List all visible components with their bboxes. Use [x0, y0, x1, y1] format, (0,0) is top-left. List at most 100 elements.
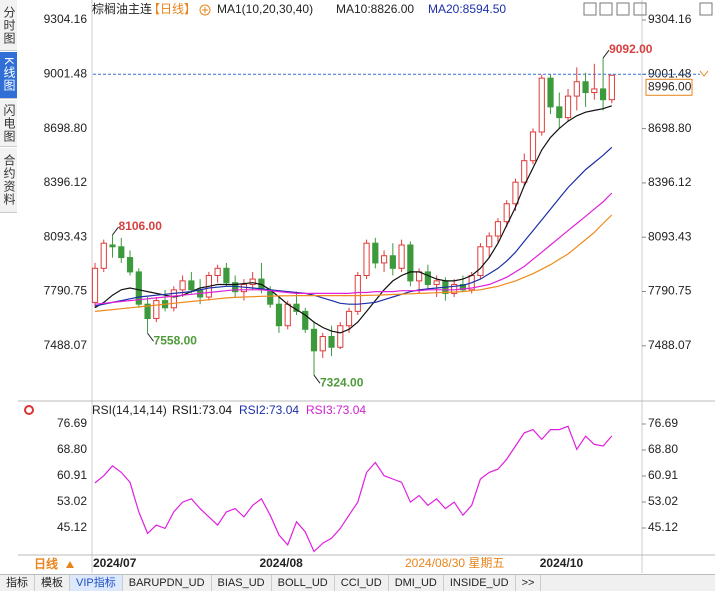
candle-body — [302, 310, 309, 330]
candle-body — [109, 244, 116, 248]
candle-body — [582, 81, 589, 94]
candle-body — [135, 271, 142, 305]
candle-body — [538, 77, 545, 133]
toolbar-icons[interactable] — [583, 2, 713, 16]
candle-body — [240, 283, 248, 293]
y-tick-label: 60.91 — [648, 468, 678, 482]
side-tab[interactable]: 分时图 — [0, 0, 17, 51]
candle-body — [591, 88, 598, 94]
tab[interactable]: DMI_UD — [389, 575, 444, 591]
line — [94, 214, 613, 312]
candle-body — [512, 181, 519, 205]
y-tick-label: 8093.43 — [648, 229, 692, 243]
candle-body — [486, 235, 493, 248]
candle-body — [608, 74, 615, 101]
y-tick-label: 9001.48 — [648, 66, 692, 80]
y-tick-label: 9001.48 — [44, 66, 88, 80]
candle-body — [153, 300, 160, 320]
side-tab[interactable]: K线图 — [0, 52, 17, 99]
tab-bar: 指标 模板 VIP指标 BARUPDN_UD BIAS_UD BOLL_UD C… — [0, 574, 715, 591]
candle-body — [310, 328, 318, 352]
background — [18, 0, 715, 574]
indicator-title: RSI(14,14,14) — [92, 403, 167, 417]
side-tab[interactable]: 闪电图 — [0, 100, 17, 147]
icon[interactable] — [583, 2, 597, 16]
indicator-value: RSI3:73.04 — [306, 403, 366, 417]
candle-body — [328, 335, 335, 348]
y-tick-label: 8396.12 — [44, 175, 88, 189]
period: 【日线】 — [148, 2, 196, 16]
candle-body — [126, 257, 134, 273]
candle-body — [214, 267, 221, 276]
indicator-value: RSI2:73.04 — [239, 403, 299, 417]
candle-body — [354, 274, 361, 312]
annotation-leader — [313, 374, 321, 384]
icon[interactable] — [599, 2, 613, 16]
candle-body — [372, 242, 379, 264]
candle-body — [170, 289, 177, 309]
x-tick-label: 2024/08 — [259, 556, 303, 570]
last-price: 8996.00 — [648, 79, 692, 93]
candle-body — [503, 203, 510, 223]
line — [94, 192, 613, 305]
cursor-date: 2024/08/30 星期五 — [405, 556, 504, 570]
candle-body — [91, 267, 99, 303]
last-price-box — [645, 78, 693, 96]
tab[interactable]: BARUPDN_UD — [123, 575, 212, 591]
y-tick-label: 8698.80 — [44, 121, 88, 135]
period-button[interactable]: 日线 — [34, 556, 58, 571]
candle-body — [380, 255, 388, 264]
tab[interactable]: CCI_UD — [335, 575, 389, 591]
icon[interactable] — [633, 2, 647, 16]
symbol: 棕榈油主连 — [92, 1, 152, 16]
settings-icon[interactable] — [24, 405, 34, 415]
y-tick-label: 8396.12 — [648, 175, 692, 189]
tab[interactable]: VIP指标 — [70, 575, 123, 591]
annotation: 9092.00 — [609, 42, 653, 56]
x-tick-label: 2024/10 — [540, 556, 584, 570]
candle-body — [529, 131, 537, 162]
icon[interactable] — [616, 2, 630, 16]
y-tick-label: 45.12 — [648, 520, 678, 534]
candle-body — [144, 303, 151, 320]
candle-body — [319, 335, 326, 352]
period-arrow[interactable] — [66, 561, 74, 568]
line — [94, 146, 613, 307]
side-tab[interactable]: 合约资料 — [0, 148, 17, 213]
add-icon[interactable] — [199, 4, 211, 16]
tab[interactable]: >> — [516, 575, 542, 591]
candle-body — [275, 303, 283, 327]
x-tick-label: 2024/07 — [93, 556, 137, 570]
candle-body — [564, 95, 572, 119]
tab[interactable]: 指标 — [0, 575, 35, 591]
y-tick-label: 53.02 — [57, 494, 87, 508]
y-tick-label: 8698.80 — [648, 121, 692, 135]
candle-body — [118, 246, 125, 259]
tab[interactable]: BOLL_UD — [272, 575, 335, 591]
candle-body — [249, 278, 256, 285]
candle-body — [494, 221, 502, 237]
tab[interactable]: 模板 — [35, 575, 70, 591]
indicator-value: RSI1:73.04 — [172, 403, 232, 417]
candle-body — [363, 242, 370, 276]
candle-body — [599, 88, 607, 101]
last-price-arrow — [699, 70, 709, 77]
y-tick-label: 60.91 — [57, 468, 87, 482]
ma20-value: MA20:8594.50 — [428, 2, 506, 16]
annotation-leader — [112, 226, 119, 236]
annotation: 8106.00 — [119, 219, 163, 233]
tab[interactable]: BIAS_UD — [212, 575, 272, 591]
candle-body — [284, 303, 291, 327]
candle-body — [556, 106, 563, 119]
candle-body — [223, 267, 230, 284]
annotation: 7324.00 — [320, 375, 364, 389]
y-tick-label: 9304.16 — [44, 12, 88, 26]
y-tick-label: 8093.43 — [44, 229, 88, 243]
tab[interactable]: INSIDE_UD — [444, 575, 516, 591]
y-tick-label: 76.69 — [648, 416, 678, 430]
icon[interactable] — [699, 2, 713, 16]
candle-body — [521, 160, 528, 183]
candle-body — [389, 255, 396, 269]
ma10-value: MA10:8826.00 — [336, 2, 414, 16]
y-tick-label: 9304.16 — [648, 12, 692, 26]
